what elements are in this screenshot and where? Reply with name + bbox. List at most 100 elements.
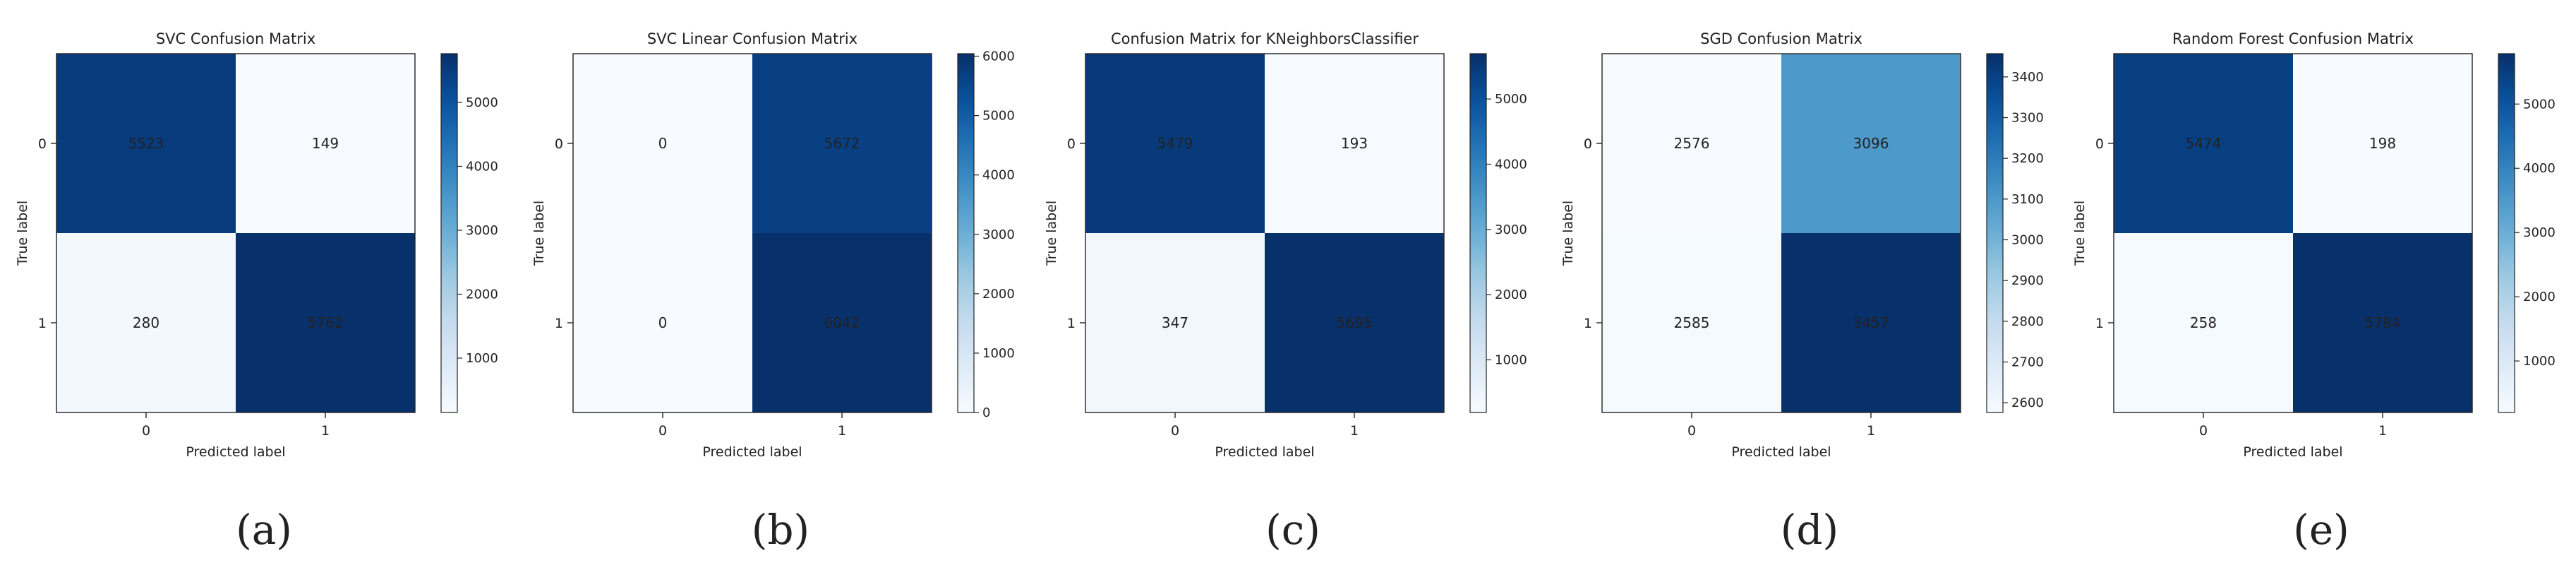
cell-value-label: 2585 xyxy=(1674,314,1710,331)
colorbar-tick-label: 1000 xyxy=(982,346,1015,361)
matrix-cell xyxy=(2293,54,2472,233)
panel-1: SVC Confusion Matrix 5523 149 280 5762 0 1 0 1 Pr… xyxy=(15,30,498,554)
matrix-cell xyxy=(1602,233,1781,412)
colorbar-tick-label: 5000 xyxy=(1495,92,1527,107)
cell-value-label: 149 xyxy=(312,135,339,152)
matrix-cell xyxy=(1085,54,1265,233)
y-axis-label: True label xyxy=(15,201,30,266)
colorbar-tick-label: 1000 xyxy=(2523,354,2556,369)
axes-frame xyxy=(2113,53,2473,413)
cell-value-label: 5672 xyxy=(824,135,860,152)
x-tick-label: 1 xyxy=(1867,423,1875,439)
x-tick-label: 0 xyxy=(658,423,667,439)
colorbar-tick-label: 2900 xyxy=(2011,273,2044,288)
colorbar-tick-label: 3000 xyxy=(2523,225,2556,240)
colorbar-tick-label: 2700 xyxy=(2011,355,2044,369)
cell-value-label: 2576 xyxy=(1674,135,1710,152)
colorbar-tick-label: 5000 xyxy=(2523,97,2556,112)
x-tick-label: 0 xyxy=(1171,423,1179,439)
colorbar-tick-label: 2000 xyxy=(466,287,498,302)
colorbar xyxy=(440,53,458,413)
y-axis-label: True label xyxy=(2072,201,2088,266)
matrix-cell xyxy=(752,54,932,233)
panel-5: Random Forest Confusion Matrix 5474 198 258… xyxy=(2072,30,2556,554)
cell-value-label: 198 xyxy=(2369,135,2396,152)
cell-value-label: 0 xyxy=(658,135,668,152)
cell-value-label: 280 xyxy=(133,314,160,331)
matrix-cell xyxy=(56,233,236,412)
panel-caption: (b) xyxy=(752,506,809,554)
colorbar-tick-label: 4000 xyxy=(466,159,498,174)
x-axis-label: Predicted label xyxy=(1215,444,1314,460)
panel-3: Confusion Matrix for KNeighborsClassifie… xyxy=(1044,30,1527,554)
y-tick-label: 1 xyxy=(1584,316,1592,331)
axes-frame xyxy=(1601,53,1961,413)
colorbar-tick-label: 2600 xyxy=(2011,396,2044,410)
colorbar-tick-label: 1000 xyxy=(466,351,498,366)
colorbar xyxy=(957,53,975,413)
matrix-cell xyxy=(1781,54,1961,233)
x-tick-label: 0 xyxy=(142,423,150,439)
colorbar-tick-label: 6000 xyxy=(982,49,1015,64)
cell-value-label: 347 xyxy=(1162,314,1188,331)
axes-frame xyxy=(1085,53,1445,413)
cell-value-label: 5479 xyxy=(1157,135,1193,152)
panel-caption: (c) xyxy=(1265,506,1320,554)
y-tick-label: 0 xyxy=(38,136,47,152)
y-tick-label: 0 xyxy=(555,136,563,152)
matrix-cell xyxy=(2114,54,2293,233)
colorbar-tick-label: 3400 xyxy=(2011,70,2044,85)
y-tick-label: 1 xyxy=(38,316,47,331)
matrix-cell xyxy=(236,233,415,412)
colorbar-tick-label: 1000 xyxy=(1495,352,1527,367)
cell-value-label: 193 xyxy=(1341,135,1368,152)
x-tick-label: 1 xyxy=(2378,423,2387,439)
colorbar-tick-label: 3300 xyxy=(2011,111,2044,126)
x-axis-label: Predicted label xyxy=(702,444,802,460)
cell-value-label: 5762 xyxy=(308,314,344,331)
cell-value-label: 3457 xyxy=(1853,314,1889,331)
x-tick-label: 0 xyxy=(2199,423,2208,439)
colorbar-tick-label: 2000 xyxy=(1495,287,1527,302)
panel-caption: (d) xyxy=(1781,506,1838,554)
matrix-cell xyxy=(236,54,415,233)
colorbar-tick-label: 4000 xyxy=(982,168,1015,183)
x-tick-label: 0 xyxy=(1687,423,1696,439)
panel-caption: (a) xyxy=(236,506,292,554)
cell-value-label: 258 xyxy=(2190,314,2217,331)
panel-4: SGD Confusion Matrix 2576 3096 2585 3457 0 1 0 1… xyxy=(1560,30,2044,554)
colorbar-tick-label: 3200 xyxy=(2011,151,2044,166)
panel-caption: (e) xyxy=(2293,506,2349,554)
matrix-cell xyxy=(56,54,236,233)
colorbar-tick-label: 3000 xyxy=(2011,233,2044,248)
matrix-cell xyxy=(1085,233,1265,412)
x-axis-label: Predicted label xyxy=(1731,444,1831,460)
y-tick-label: 0 xyxy=(2095,136,2104,152)
colorbar-tick-label: 3000 xyxy=(1495,222,1527,237)
x-axis-label: Predicted label xyxy=(2243,444,2342,460)
y-axis-label: True label xyxy=(1044,201,1059,266)
colorbar-tick-label: 2800 xyxy=(2011,314,2044,329)
cell-value-label: 6042 xyxy=(824,314,860,331)
chart-title: Random Forest Confusion Matrix xyxy=(2172,30,2414,47)
matrix-cell xyxy=(1265,54,1444,233)
chart-title: SGD Confusion Matrix xyxy=(1700,30,1862,47)
axes-frame xyxy=(572,53,932,413)
matrix-cell xyxy=(1602,54,1781,233)
y-tick-label: 0 xyxy=(1067,136,1076,152)
colorbar-tick-label: 3000 xyxy=(466,223,498,238)
cell-value-label: 0 xyxy=(658,314,668,331)
matrix-cell xyxy=(2114,233,2293,412)
matrix-cell xyxy=(573,54,752,233)
chart-title: Confusion Matrix for KNeighborsClassifie… xyxy=(1111,30,1419,47)
axes-frame xyxy=(56,53,416,413)
colorbar-tick-label: 4000 xyxy=(1495,157,1527,172)
cell-value-label: 5523 xyxy=(128,135,164,152)
y-tick-label: 1 xyxy=(2095,316,2104,331)
colorbar xyxy=(2498,53,2515,413)
colorbar-tick-label: 2000 xyxy=(982,287,1015,302)
colorbar-tick-label: 3100 xyxy=(2011,192,2044,207)
cell-value-label: 5695 xyxy=(1337,314,1373,331)
